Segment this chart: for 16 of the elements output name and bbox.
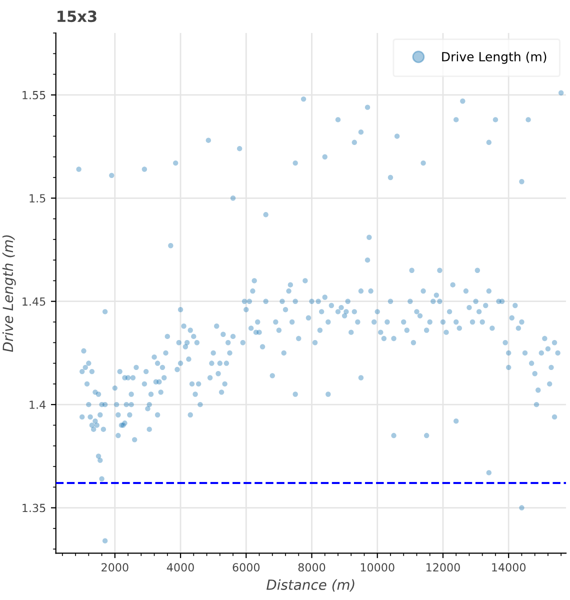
x-tick-label: 12000 bbox=[426, 563, 460, 572]
x-tick-label: 2000 bbox=[102, 563, 128, 572]
y-tick-label: 1.45 bbox=[22, 297, 46, 306]
y-tick-label: 1.55 bbox=[22, 91, 46, 100]
legend-label: Drive Length (m) bbox=[442, 52, 546, 64]
y-tick-label: 1.5 bbox=[30, 194, 46, 203]
x-tick-label: 8000 bbox=[298, 563, 326, 572]
y-axis-title: Drive Length (m) bbox=[2, 235, 16, 352]
y-tick-label: 1.35 bbox=[22, 504, 46, 512]
x-tick-label: 6000 bbox=[232, 563, 260, 572]
x-tick-label: 4000 bbox=[166, 563, 194, 572]
y-tick-label: 1.4 bbox=[30, 400, 46, 409]
x-tick-label: 14000 bbox=[492, 563, 526, 572]
chart-title: 15x3 bbox=[58, 10, 96, 22]
x-tick-label: 10000 bbox=[360, 563, 394, 572]
x-axis-title: Distance (m) bbox=[266, 579, 354, 592]
